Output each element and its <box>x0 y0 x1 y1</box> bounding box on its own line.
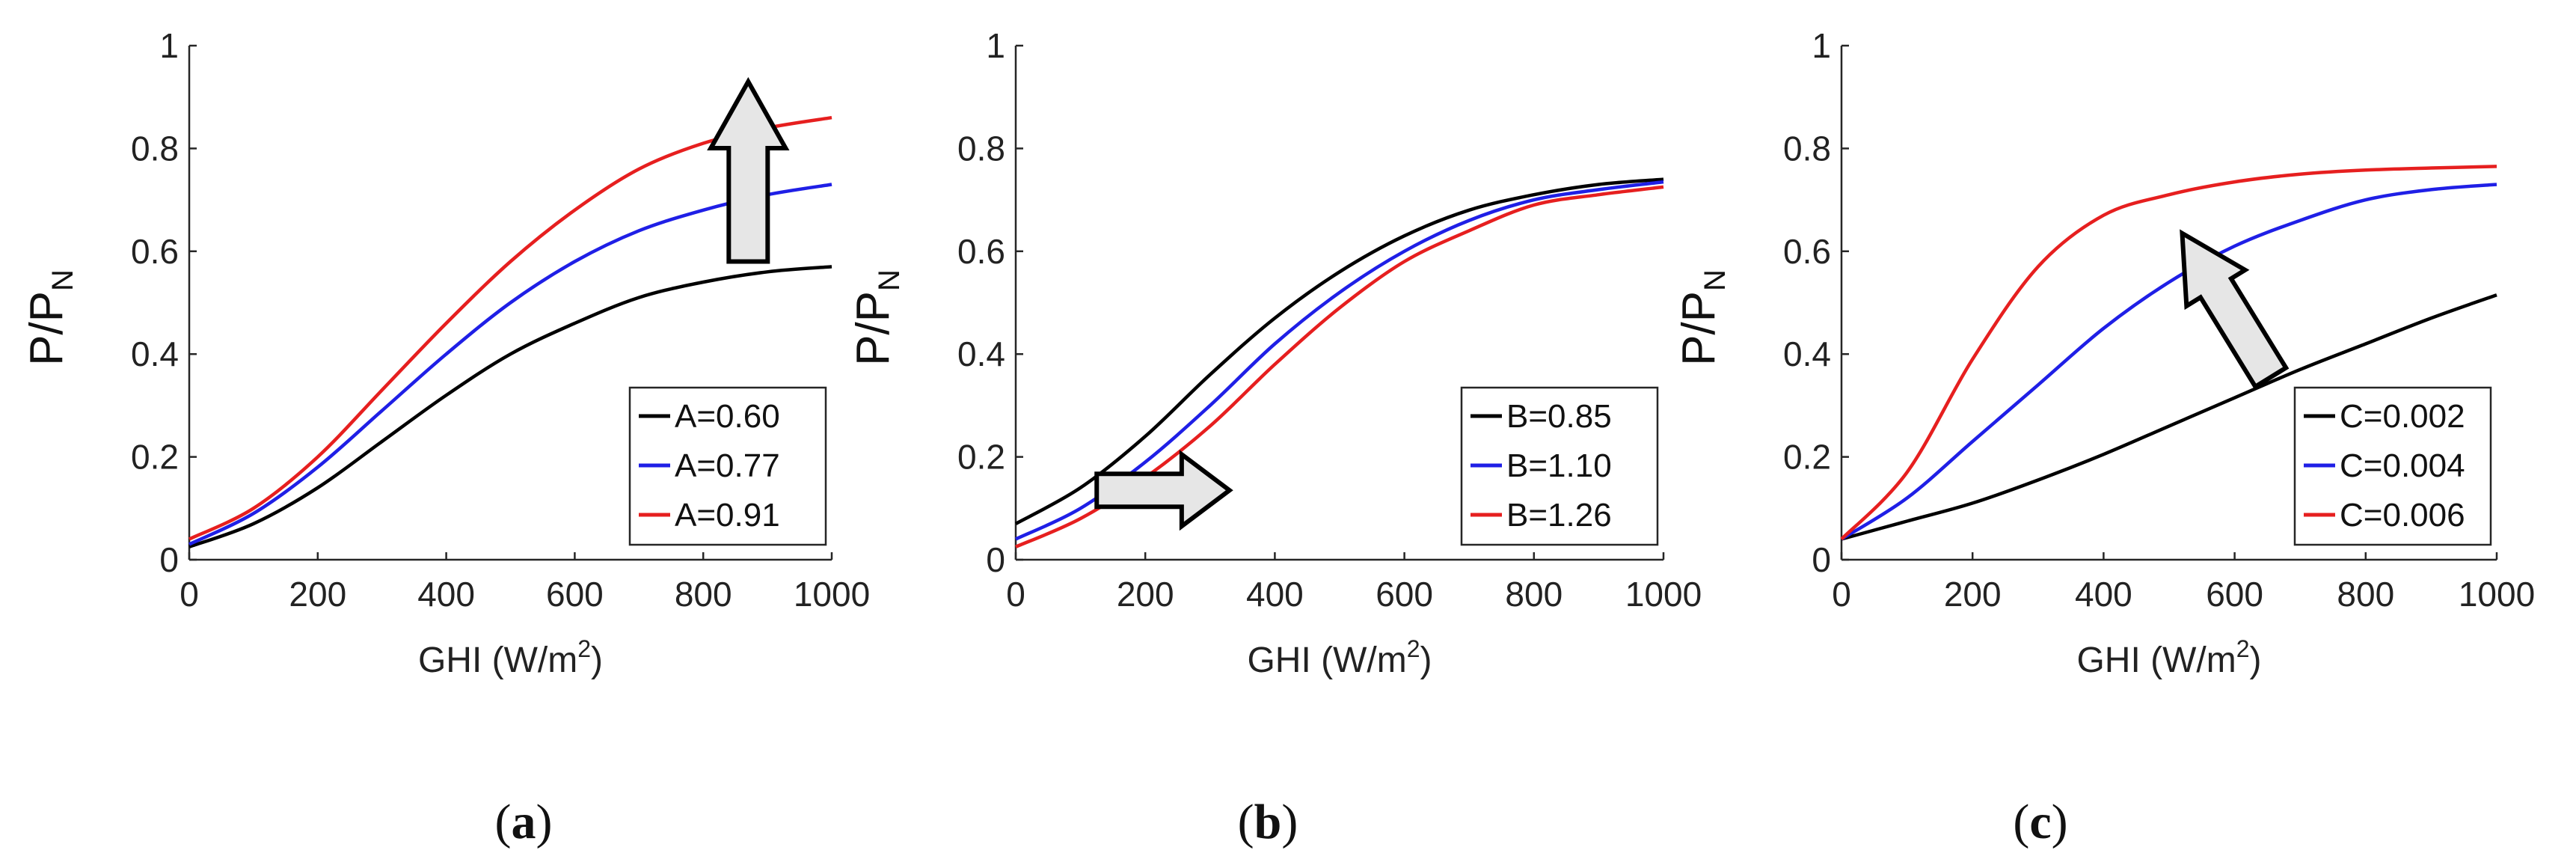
legend-label: C=0.006 <box>2340 497 2465 534</box>
y-tick-label: 0.8 <box>131 129 179 168</box>
trend-arrow-icon <box>707 76 790 264</box>
y-tick-label: 0.6 <box>957 232 1005 271</box>
y-axis-title-main: P/P <box>1673 291 1725 366</box>
x-axis-title-main: GHI (W/m <box>2076 641 2236 680</box>
x-tick-label: 600 <box>1376 575 1433 614</box>
y-axis-title-sub: N <box>46 269 79 291</box>
x-axis-title-sup: 2 <box>2236 635 2250 662</box>
y-tick-label: 0.8 <box>957 129 1005 168</box>
caption-close: ) <box>2052 795 2068 849</box>
x-tick-label: 0 <box>180 575 199 614</box>
x-axis-title-close: ) <box>1420 641 1432 680</box>
y-axis-title: P/PN <box>1673 269 1732 366</box>
series-line-A=0.60 <box>188 265 832 548</box>
y-tick-label: 1 <box>159 26 179 65</box>
x-tick-label: 1000 <box>794 575 870 614</box>
panel-caption: (a) <box>495 795 553 849</box>
y-tick-label: 0.2 <box>131 438 179 477</box>
x-tick-label: 0 <box>1006 575 1025 614</box>
series-line-C=0.004 <box>1840 183 2497 541</box>
trend-arrow-icon <box>1094 450 1233 531</box>
caption-letter: c <box>2029 795 2051 849</box>
x-tick-label: 800 <box>1505 575 1563 614</box>
caption-open: ( <box>495 795 512 849</box>
panel-caption: (c) <box>2013 795 2067 849</box>
x-axis-title-sup: 2 <box>1407 635 1420 662</box>
y-tick-label: 0.4 <box>131 334 179 373</box>
panel-caption: (b) <box>1238 795 1298 849</box>
series-line-C=0.002 <box>1841 293 2497 541</box>
x-tick-label: 400 <box>417 575 475 614</box>
y-tick-label: 1 <box>1812 26 1831 65</box>
y-tick-label: 0.2 <box>957 438 1005 477</box>
y-tick-label: 0.6 <box>1783 232 1831 271</box>
y-axis-title-main: P/P <box>847 291 899 366</box>
x-axis-title-close: ) <box>2250 641 2262 680</box>
x-tick-label: 800 <box>2337 575 2394 614</box>
legend: C=0.002 C=0.004 C=0.006 <box>2293 386 2492 546</box>
x-axis-title-close: ) <box>591 641 603 680</box>
x-tick-label: 200 <box>289 575 346 614</box>
panel-a: 00.20.40.60.810 200 400 600 800 1000A=0.60A=0… <box>21 26 870 849</box>
legend-label: B=0.85 <box>1506 398 1612 435</box>
y-axis-title: P/PN <box>21 269 79 366</box>
series-line-B=0.85 <box>1014 177 1664 525</box>
legend-label: C=0.004 <box>2340 447 2465 484</box>
y-tick-label: 0.4 <box>1783 334 1831 373</box>
trend-arrow-icon <box>2180 229 2290 390</box>
x-axis-title: GHI (W/m2) <box>1247 635 1432 680</box>
x-axis-title: GHI (W/m2) <box>418 635 603 680</box>
y-tick-label: 0.6 <box>131 232 179 271</box>
x-tick-label: 1000 <box>1625 575 1702 614</box>
panel-b: 0 0.2 0.4 0.6 0.8 1 0 200 400 600 800 1000 B=0.85 B=1… <box>847 26 1702 849</box>
x-tick-label: 400 <box>1246 575 1304 614</box>
caption-letter: b <box>1254 795 1282 849</box>
caption-close: ) <box>536 795 553 849</box>
y-tick-label: 1 <box>986 26 1005 65</box>
y-axis-title-sub: N <box>873 269 906 291</box>
x-tick-label: 0 <box>1832 575 1851 614</box>
y-tick-label: 0 <box>159 540 179 579</box>
x-tick-label: 600 <box>2206 575 2263 614</box>
x-tick-label: 400 <box>2075 575 2132 614</box>
legend-label: B=1.26 <box>1506 497 1612 534</box>
x-tick-label: 800 <box>675 575 732 614</box>
y-axis-title-main: P/P <box>21 291 73 366</box>
x-axis-title-main: GHI (W/m <box>1247 641 1406 680</box>
panel-c: 00.20.40.60.810 200 400 600 800 1000C=0.002C=… <box>1673 26 2535 849</box>
y-tick-label: 0.4 <box>957 334 1005 373</box>
y-tick-label: 0 <box>1812 540 1831 579</box>
caption-close: ) <box>1281 795 1298 849</box>
y-axis-title-sub: N <box>1699 269 1732 291</box>
x-tick-label: 600 <box>546 575 604 614</box>
y-tick-label: 0 <box>986 540 1005 579</box>
x-axis-title-sup: 2 <box>577 635 591 662</box>
legend-label: A=0.77 <box>675 447 780 484</box>
y-tick-label: 0.8 <box>1783 129 1831 168</box>
caption-open: ( <box>2013 795 2029 849</box>
x-axis-title-main: GHI (W/m <box>418 641 577 680</box>
legend: B=0.85 B=1.10 B=1.26 <box>1460 386 1659 546</box>
arrow-shape <box>1094 450 1233 531</box>
legend-label: A=0.60 <box>675 398 780 435</box>
arrow-shape <box>707 76 790 264</box>
legend-label: B=1.10 <box>1506 447 1612 484</box>
x-tick-label: 200 <box>1944 575 2002 614</box>
caption-letter: a <box>512 795 536 849</box>
x-tick-label: 1000 <box>2459 575 2535 614</box>
x-axis-title: GHI (W/m2) <box>2076 635 2261 680</box>
caption-open: ( <box>1238 795 1254 849</box>
x-tick-label: 200 <box>1117 575 1174 614</box>
series-line-A=0.77 <box>188 183 832 546</box>
series-line-C=0.006 <box>1840 165 2497 541</box>
legend-label: C=0.002 <box>2340 398 2465 435</box>
legend-label: A=0.91 <box>675 497 780 534</box>
arrow-shape <box>2180 229 2290 390</box>
y-axis-title: P/PN <box>847 269 906 366</box>
y-tick-label: 0.2 <box>1783 438 1831 477</box>
legend: A=0.60 A=0.77 A=0.91 <box>628 386 827 546</box>
